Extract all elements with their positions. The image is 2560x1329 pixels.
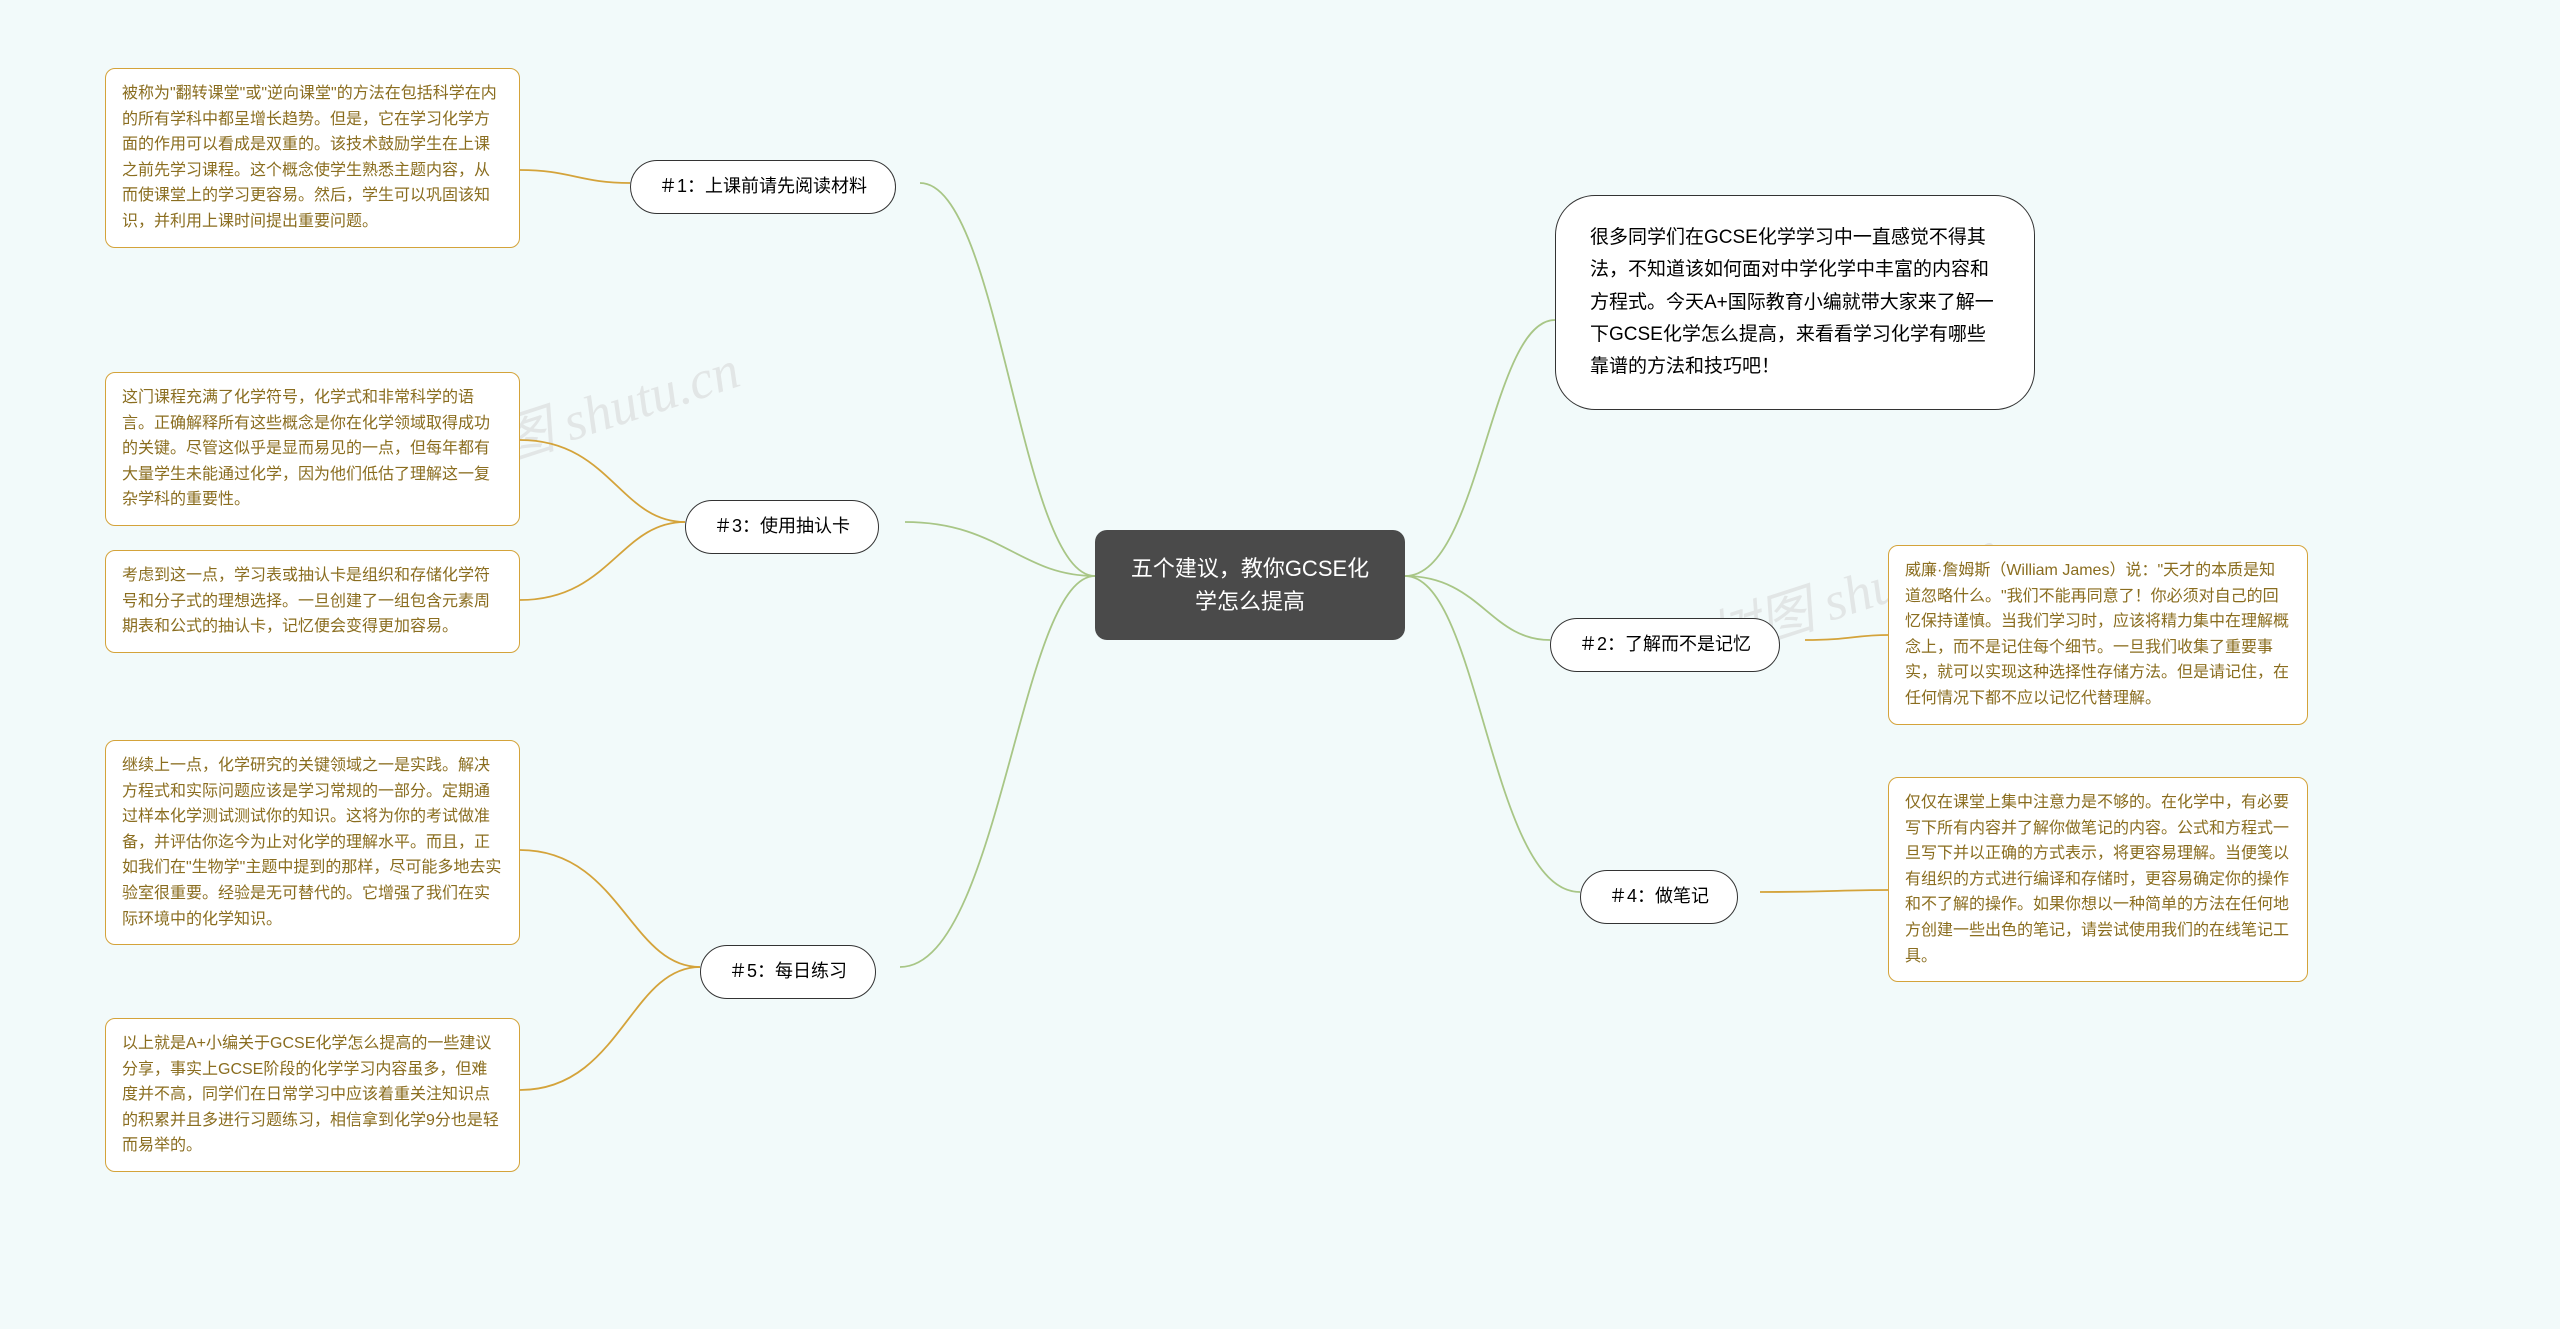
connector (900, 576, 1095, 967)
intro-text: 很多同学们在GCSE化学学习中一直感觉不得其法，不知道该如何面对中学化学中丰富的… (1590, 227, 1994, 377)
tip-3-leaf-1[interactable]: 考虑到这一点，学习表或抽认卡是组织和存储化学符号和分子式的理想选择。一旦创建了一… (105, 550, 520, 653)
leaf-text: 仅仅在课堂上集中注意力是不够的。在化学中，有必要写下所有内容并了解你做笔记的内容… (1905, 794, 2289, 965)
tip-5-leaf-1[interactable]: 以上就是A+小编关于GCSE化学怎么提高的一些建议分享，事实上GCSE阶段的化学… (105, 1018, 520, 1172)
tip-label: ＃2：了解而不是记忆 (1579, 634, 1751, 654)
tip-label: ＃5：每日练习 (729, 961, 847, 981)
leaf-text: 威廉·詹姆斯（William James）说："天才的本质是知道忽略什么。"我们… (1905, 562, 2289, 707)
tip-1-leaf-0[interactable]: 被称为"翻转课堂"或"逆向课堂"的方法在包括科学在内的所有学科中都呈增长趋势。但… (105, 68, 520, 248)
tip-label: ＃3：使用抽认卡 (714, 516, 850, 536)
leaf-text: 继续上一点，化学研究的关键领域之一是实践。解决方程式和实际问题应该是学习常规的一… (122, 757, 501, 928)
connector (520, 522, 685, 600)
connector (1760, 890, 1888, 892)
tip-label: ＃4：做笔记 (1609, 886, 1709, 906)
tip-5-leaf-0[interactable]: 继续上一点，化学研究的关键领域之一是实践。解决方程式和实际问题应该是学习常规的一… (105, 740, 520, 945)
center-node[interactable]: 五个建议，教你GCSE化 学怎么提高 (1095, 530, 1405, 640)
tip-2-leaf-0[interactable]: 威廉·詹姆斯（William James）说："天才的本质是知道忽略什么。"我们… (1888, 545, 2308, 725)
center-node-text: 五个建议，教你GCSE化 学怎么提高 (1131, 556, 1369, 614)
tip-4-pill[interactable]: ＃4：做笔记 (1580, 870, 1738, 924)
connector (520, 850, 700, 967)
connector (1405, 320, 1555, 576)
leaf-text: 以上就是A+小编关于GCSE化学怎么提高的一些建议分享，事实上GCSE阶段的化学… (122, 1035, 499, 1154)
connector (1405, 576, 1550, 640)
tip-label: ＃1：上课前请先阅读材料 (659, 176, 867, 196)
tip-1-pill[interactable]: ＃1：上课前请先阅读材料 (630, 160, 896, 214)
tip-2-pill[interactable]: ＃2：了解而不是记忆 (1550, 618, 1780, 672)
connector (520, 170, 630, 183)
connector (920, 183, 1095, 576)
connector (520, 967, 700, 1090)
mindmap-canvas: 树图 shutu.cn 树图 shutu.cn 五个建议，教你GCSE化 学怎么… (0, 0, 2560, 1329)
connector (905, 522, 1095, 576)
connector (1405, 576, 1580, 892)
leaf-text: 这门课程充满了化学符号，化学式和非常科学的语言。正确解释所有这些概念是你在化学领… (122, 389, 490, 508)
tip-4-leaf-0[interactable]: 仅仅在课堂上集中注意力是不够的。在化学中，有必要写下所有内容并了解你做笔记的内容… (1888, 777, 2308, 982)
leaf-text: 被称为"翻转课堂"或"逆向课堂"的方法在包括科学在内的所有学科中都呈增长趋势。但… (122, 85, 497, 230)
tip-3-leaf-0[interactable]: 这门课程充满了化学符号，化学式和非常科学的语言。正确解释所有这些概念是你在化学领… (105, 372, 520, 526)
connector (520, 440, 685, 522)
intro-bubble[interactable]: 很多同学们在GCSE化学学习中一直感觉不得其法，不知道该如何面对中学化学中丰富的… (1555, 195, 2035, 410)
leaf-text: 考虑到这一点，学习表或抽认卡是组织和存储化学符号和分子式的理想选择。一旦创建了一… (122, 567, 490, 635)
tip-5-pill[interactable]: ＃5：每日练习 (700, 945, 876, 999)
tip-3-pill[interactable]: ＃3：使用抽认卡 (685, 500, 879, 554)
connector (1805, 635, 1888, 640)
